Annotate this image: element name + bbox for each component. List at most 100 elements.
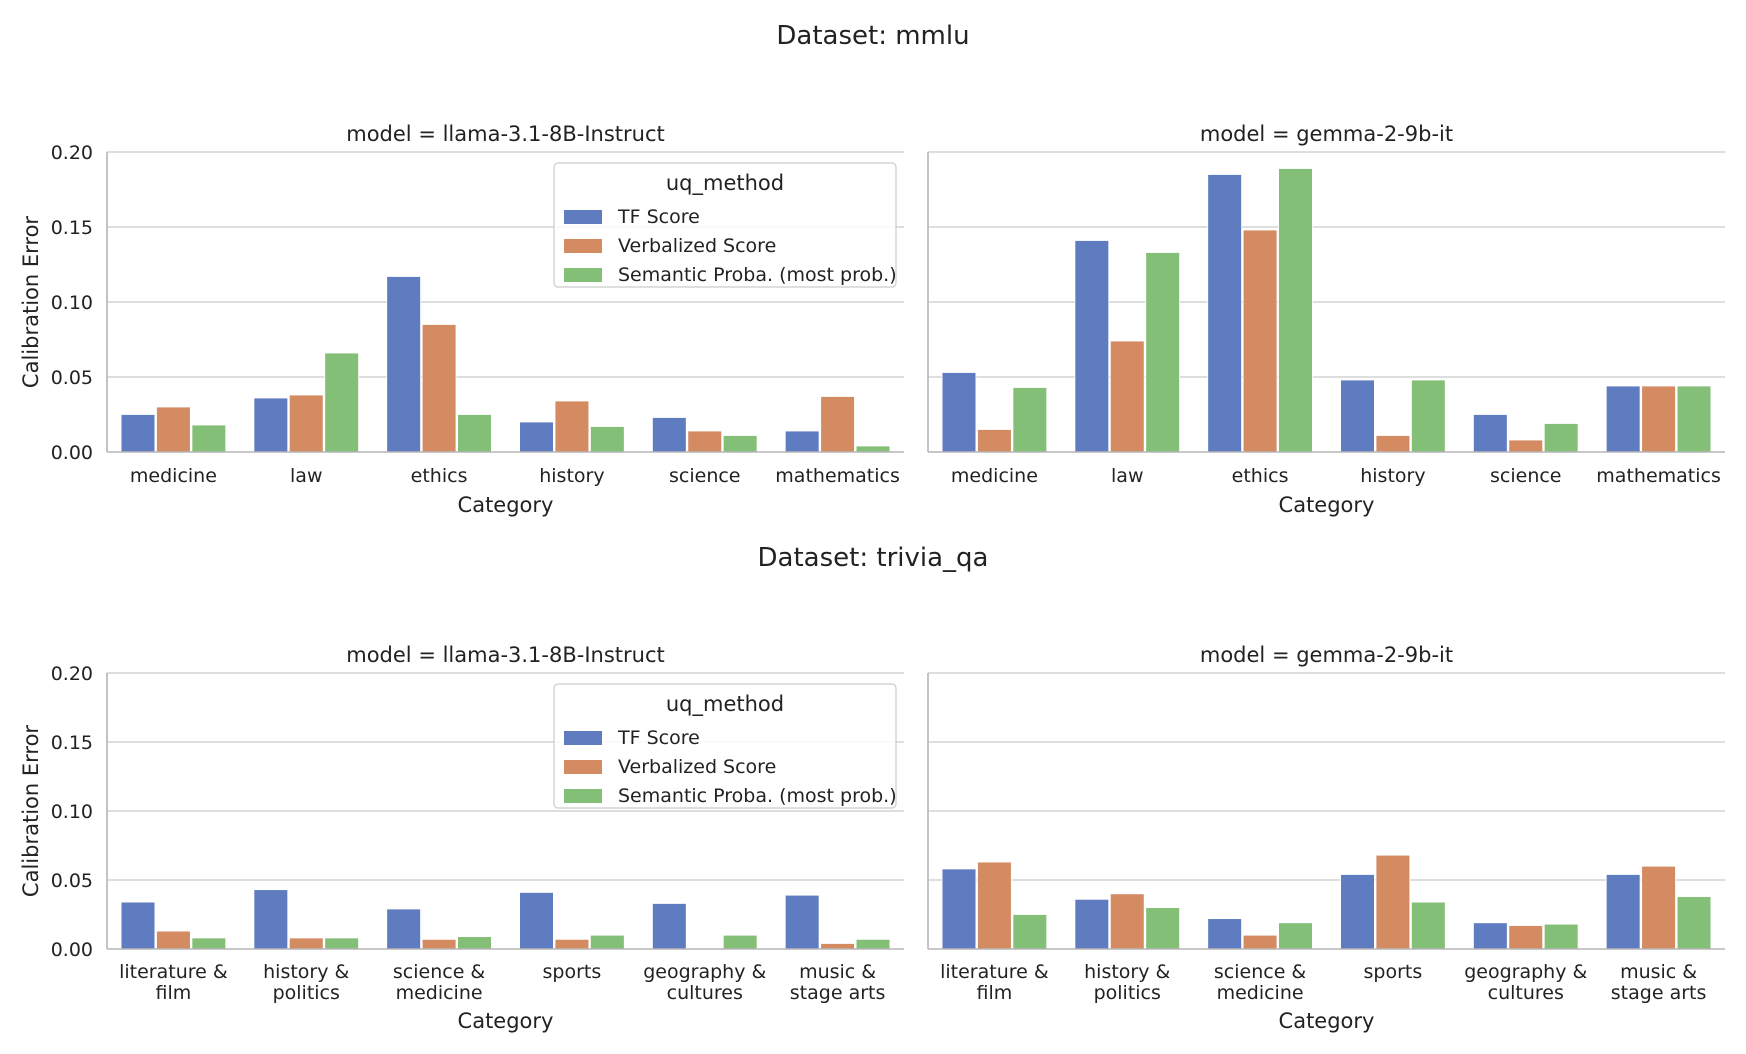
bar-verbalized-score <box>1242 229 1278 453</box>
legend-title: uq_method <box>666 692 784 717</box>
bar-verbalized-score <box>1242 934 1278 950</box>
bar-semantic-proba-most-prob <box>324 937 359 950</box>
bar-semantic-proba-most-prob <box>1676 385 1712 453</box>
bar-tf-score <box>386 908 421 950</box>
x-tick-label: science <box>1490 465 1562 487</box>
bar-verbalized-score <box>1641 865 1676 950</box>
x-tick-label: medicine <box>1217 982 1304 1004</box>
legend-entry: Verbalized Score <box>618 235 776 257</box>
bar-semantic-proba-most-prob <box>855 938 891 950</box>
bar-tf-score <box>253 397 289 453</box>
y-tick-label: 0.05 <box>51 367 93 389</box>
bar-tf-score <box>120 414 156 453</box>
x-axis-label: Category <box>1279 493 1375 517</box>
bar-semantic-proba-most-prob <box>1012 387 1048 453</box>
x-tick-label: geography & <box>1464 961 1587 983</box>
bar-verbalized-score <box>687 430 723 453</box>
bar-tf-score <box>1207 174 1242 453</box>
bar-verbalized-score <box>156 930 191 950</box>
legend: uq_method TF Score Verbalized Score Semanti… <box>553 683 897 809</box>
bar-tf-score <box>1473 922 1508 950</box>
bar-verbalized-score <box>288 937 324 950</box>
bar-semantic-proba-most-prob <box>1278 168 1313 453</box>
legend-swatch <box>564 268 602 282</box>
panel-title: model = gemma-2-9b-it <box>1200 122 1453 146</box>
x-tick-label: law <box>290 465 322 487</box>
panel-title: model = llama-3.1-8B-Instruct <box>346 122 665 146</box>
x-tick-label: literature & <box>940 961 1049 983</box>
bar-tf-score <box>1605 385 1641 453</box>
x-tick-label: stage arts <box>1611 982 1707 1004</box>
bar-verbalized-score <box>288 394 324 453</box>
x-tick-label: mathematics <box>1596 465 1721 487</box>
bar-verbalized-score <box>1508 439 1544 453</box>
legend-swatch <box>564 239 602 253</box>
y-tick-label: 0.05 <box>51 870 93 892</box>
x-tick-label: ethics <box>1232 465 1289 487</box>
x-tick-label: medicine <box>951 465 1038 487</box>
x-tick-label: cultures <box>667 982 743 1004</box>
bar-tf-score <box>784 430 820 453</box>
bar-verbalized-score <box>1109 893 1145 950</box>
panel-llama: model = llama-3.1-8B-Instruct 0.00 0.05 0.1… <box>19 122 904 517</box>
bar-verbalized-score <box>421 324 457 453</box>
bar-semantic-proba-most-prob <box>191 937 227 950</box>
y-tick-label: 0.15 <box>51 217 93 239</box>
bar-semantic-proba-most-prob <box>722 934 758 950</box>
bar-tf-score <box>1340 379 1375 453</box>
x-tick-label: politics <box>273 982 340 1004</box>
bar-verbalized-score <box>820 943 855 950</box>
x-tick-label: ethics <box>411 465 468 487</box>
bar-tf-score <box>1207 918 1242 950</box>
x-tick-label: science & <box>1214 961 1307 983</box>
y-tick-label: 0.20 <box>51 663 93 685</box>
legend-box <box>553 162 897 288</box>
bar-verbalized-score <box>977 429 1012 453</box>
panel-gemma: model = gemma-2-9b-it medicine law ethics hi… <box>927 122 1725 517</box>
bar-semantic-proba-most-prob <box>1012 914 1048 950</box>
x-tick-label: politics <box>1094 982 1161 1004</box>
bar-semantic-proba-most-prob <box>1543 923 1579 950</box>
bar-tf-score <box>519 892 554 950</box>
x-tick-label: geography & <box>643 961 766 983</box>
section-title: Dataset: mmlu <box>776 21 969 51</box>
x-tick-label: stage arts <box>790 982 886 1004</box>
x-tick-label: music & <box>1620 961 1697 983</box>
x-tick-label: film <box>977 982 1013 1004</box>
legend: uq_method TF Score Verbalized Score Semanti… <box>553 162 897 288</box>
y-tick-label: 0.00 <box>51 442 93 464</box>
bar-tf-score <box>253 889 289 950</box>
bar-tf-score <box>784 894 820 950</box>
legend-swatch <box>564 731 602 745</box>
legend-box <box>553 683 897 809</box>
x-tick-label: sports <box>543 961 602 983</box>
bar-verbalized-score <box>1109 340 1145 453</box>
bar-tf-score <box>1340 874 1375 950</box>
bar-semantic-proba-most-prob <box>590 426 625 453</box>
legend-entry: Semantic Proba. (most prob.) <box>618 785 897 807</box>
bar-verbalized-score <box>1375 435 1411 453</box>
bar-tf-score <box>1074 240 1110 453</box>
x-tick-label: medicine <box>130 465 217 487</box>
bar-tf-score <box>1074 898 1110 950</box>
bar-tf-score <box>519 421 554 453</box>
x-axis-label: Category <box>458 493 554 517</box>
bar-semantic-proba-most-prob <box>457 936 492 950</box>
x-tick-label: history & <box>263 961 349 983</box>
section-mmlu: Dataset: mmlu model = llama-3.1-8B-Instru… <box>19 21 1725 517</box>
panel-title: model = llama-3.1-8B-Instruct <box>346 643 665 667</box>
bar-semantic-proba-most-prob <box>1676 896 1712 950</box>
bar-tf-score <box>1473 414 1508 453</box>
bar-semantic-proba-most-prob <box>722 435 758 453</box>
x-tick-label: history <box>1360 465 1425 487</box>
bar-tf-score <box>941 868 977 950</box>
legend-entry: TF Score <box>617 727 700 749</box>
bar-semantic-proba-most-prob <box>1278 922 1313 950</box>
y-tick-label: 0.10 <box>51 801 93 823</box>
bar-tf-score <box>941 372 977 453</box>
bar-verbalized-score <box>1508 925 1544 950</box>
bar-semantic-proba-most-prob <box>1411 379 1446 453</box>
x-tick-label: film <box>156 982 192 1004</box>
x-tick-label: music & <box>799 961 876 983</box>
